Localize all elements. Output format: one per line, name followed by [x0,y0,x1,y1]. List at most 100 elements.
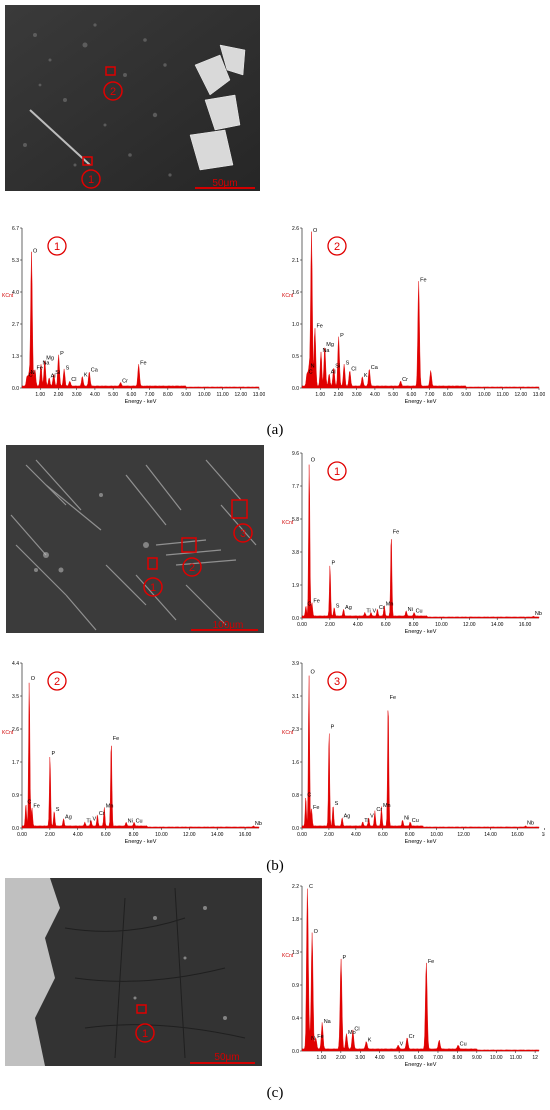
y-tick-label: 1.8 [292,917,299,923]
y-tick-label: 1.9 [292,583,299,589]
element-label: C [307,602,311,608]
y-tick-label: 1.7 [12,760,19,766]
element-label: O [314,929,319,935]
x-tick-label: 2.00 [54,392,64,398]
y-tick-label: 1.3 [12,354,19,360]
element-label: Cr [376,807,382,813]
x-tick-label: 5.00 [388,392,398,398]
y-tick-label: 4.0 [12,290,19,296]
element-label: S [346,360,350,366]
element-label: Cu [460,1041,467,1047]
element-label: Cu [416,609,423,615]
element-label: Nb [255,821,262,827]
spectrum-svg: 0.0 0.9 1.7 2.6 3.5 4.4 0.00 2.00 4.00 6.00 8.00 10… [2,661,262,845]
x-tick-label: 16.00 [519,622,532,628]
element-label: Fe [36,365,42,371]
spectrum-svg: 0.0 0.5 1.0 1.6 2.1 2.6 1.00 2.00 3.00 4.00 5.00 6.… [282,226,545,405]
y-tick-label: 1.6 [292,290,299,296]
element-label: Mg [46,356,54,362]
spectrum-svg: 0.0 1.9 3.8 5.8 7.7 9.6 0.00 2.00 4.00 6.00 8.00 10… [282,451,542,635]
spectrum-b2: 0.0 0.9 1.7 2.6 3.5 4.4 0.00 2.00 4.00 6.00 8.00 10… [0,655,265,850]
element-label: Cr [409,1034,415,1040]
element-label: Ca [371,365,379,371]
element-label: Na [324,1019,332,1025]
x-tick-label: 6.00 [378,832,388,838]
x-tick-label: 8.00 [163,392,173,398]
element-label: Cr [99,811,105,817]
element-label: Fe [140,361,146,367]
element-label: Fe [316,324,322,330]
sem-image-b: 100μm 1 2 3 [6,445,264,633]
x-tick-label: 5.00 [108,392,118,398]
panel-label-c: (c) [266,1085,284,1101]
x-tick-label: 13.00 [253,392,265,398]
element-label: Fe [393,530,399,536]
spectrum-b3: 0.0 0.8 1.6 2.3 3.1 3.9 0.00 2.00 4.00 6.00 8.00 10… [280,655,545,850]
x-tick-label: 6.00 [407,392,417,398]
element-label: S [56,807,60,813]
y-tick-label: 0.9 [12,793,19,799]
y-tick-label: 0.9 [292,983,299,989]
x-tick-label: 7.00 [425,392,435,398]
y-tick-label: 0.0 [292,386,299,392]
x-tick-label: 10.00 [490,1055,503,1061]
element-label: Ni [128,818,133,824]
element-label: Ti [366,609,370,615]
element-label: S [66,365,70,371]
x-axis-label: Energy - keV [125,839,157,845]
x-tick-label: 4.00 [375,1055,385,1061]
sem-image-a-art [5,5,260,191]
element-label: Cr [379,605,385,611]
y-tick-label: 2.7 [12,322,19,328]
y-tick-label: 5.3 [12,258,19,264]
element-label: Cu [136,818,143,824]
element-label: V [373,609,377,615]
y-axis-label: KCnt [282,730,294,736]
y-tick-label: 3.8 [292,550,299,556]
spectrum-marker-label: 2 [334,241,340,253]
element-label: Si [55,370,60,376]
y-axis-label: KCnt [282,953,294,959]
x-tick-label: 8.00 [453,1055,463,1061]
x-tick-label: 2.00 [334,392,344,398]
x-tick-label: 4.00 [353,622,363,628]
element-label: Cl [71,377,76,383]
element-label: Mn [386,602,394,608]
y-axis-label: KCnt [2,730,14,736]
y-tick-label: 3.5 [12,694,19,700]
element-label: Ni [404,816,409,822]
spectrum-a1: 0.0 1.3 2.7 4.0 5.3 6.7 1.00 2.00 3.00 4.00 5.00 6.… [0,220,265,410]
x-axis-label: Energy - keV [405,629,437,635]
x-tick-label: 2.00 [324,832,334,838]
element-label: Cr [122,378,128,384]
y-tick-label: 6.7 [12,226,19,232]
x-tick-label: 0.00 [17,832,27,838]
element-label: Fe [113,736,119,742]
element-label: V [370,814,374,820]
sem-image-a: 50μm 2 1 [5,5,260,191]
x-tick-label: 10.00 [155,832,168,838]
spectrum-marker-circle [327,671,347,691]
x-tick-label: 11.00 [496,392,508,398]
x-axis-label: Energy - keV [405,1062,437,1068]
y-tick-label: 0.4 [292,1016,299,1022]
spectrum-marker-label: 1 [54,241,60,253]
element-label: C [309,370,313,376]
spectrum-svg: 0.0 0.4 0.9 1.3 1.8 2.2 1.00 2.00 3.00 4.00 5.00 6.… [282,884,540,1068]
element-label: Cu [412,818,419,824]
x-tick-label: 3.00 [355,1055,365,1061]
x-tick-label: 6.00 [381,622,391,628]
x-tick-label: 9.00 [472,1055,482,1061]
spectrum-trace [21,682,260,829]
element-label: Fe [317,1034,323,1040]
x-tick-label: 8.00 [129,832,139,838]
element-label: Ti [86,818,90,824]
element-label: C [309,884,313,890]
element-label: O [311,457,316,463]
element-label: C [29,372,33,378]
x-tick-label: 2.00 [45,832,55,838]
element-label: Fe [313,598,319,604]
spectrum-trace [301,464,540,619]
x-tick-label: 0.00 [297,832,307,838]
y-axis-label: KCnt [282,520,294,526]
